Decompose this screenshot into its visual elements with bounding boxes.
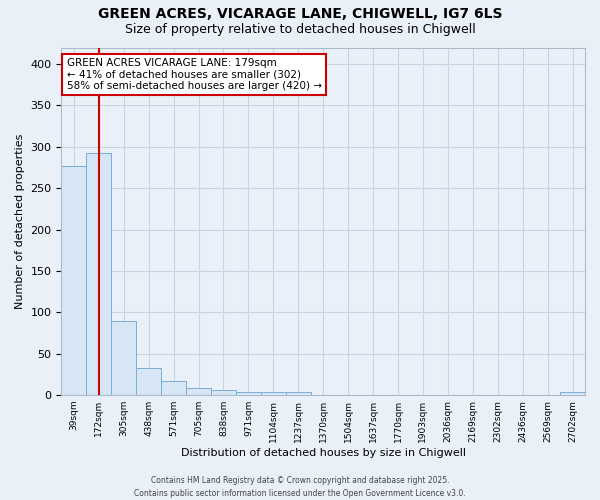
- X-axis label: Distribution of detached houses by size in Chigwell: Distribution of detached houses by size …: [181, 448, 466, 458]
- Bar: [236, 392, 261, 395]
- Bar: [61, 166, 86, 395]
- Bar: [560, 392, 585, 395]
- Text: Contains HM Land Registry data © Crown copyright and database right 2025.
Contai: Contains HM Land Registry data © Crown c…: [134, 476, 466, 498]
- Bar: [111, 320, 136, 395]
- Bar: [186, 388, 211, 395]
- Text: Size of property relative to detached houses in Chigwell: Size of property relative to detached ho…: [125, 22, 475, 36]
- Bar: [161, 381, 186, 395]
- Bar: [86, 152, 111, 395]
- Bar: [261, 392, 286, 395]
- Text: GREEN ACRES VICARAGE LANE: 179sqm
← 41% of detached houses are smaller (302)
58%: GREEN ACRES VICARAGE LANE: 179sqm ← 41% …: [67, 58, 322, 91]
- Text: GREEN ACRES, VICARAGE LANE, CHIGWELL, IG7 6LS: GREEN ACRES, VICARAGE LANE, CHIGWELL, IG…: [98, 8, 502, 22]
- Bar: [211, 390, 236, 395]
- Y-axis label: Number of detached properties: Number of detached properties: [15, 134, 25, 309]
- Bar: [136, 368, 161, 395]
- Bar: [286, 392, 311, 395]
